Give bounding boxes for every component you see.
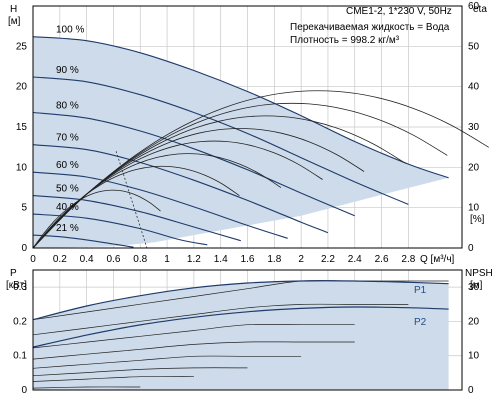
power-curve-speed: [32, 376, 194, 382]
qh-curve: [32, 171, 288, 239]
power-tick-label: 0: [21, 385, 27, 396]
y-tick-label: 15: [16, 122, 28, 133]
qh-curve: [32, 111, 355, 217]
density-info: Плотность = 998.2 кг/м³: [290, 35, 400, 46]
x-tick-label: 2.8: [401, 254, 415, 265]
npsh-axis-unit: [м]: [470, 280, 483, 291]
npsh-tick-label: 20: [468, 316, 480, 327]
y-tick-label: 20: [16, 82, 28, 93]
eta-tick-label: 50: [468, 41, 480, 52]
fluid-info: Перекачиваемая жидкость = Вода: [290, 22, 450, 33]
y-tick-label: 5: [21, 203, 27, 214]
dashed-limit-line: [115, 151, 148, 249]
eta-tick-label: 60: [468, 1, 480, 12]
power-curve-plot: 0 0.1 0.2 0.3 0 10 20 30: [13, 269, 480, 396]
x-tick-label: 1.6: [241, 254, 255, 265]
qh-curve: [32, 234, 134, 248]
npsh-axis-label: NPSH: [465, 268, 493, 279]
head-curve-plot: 0 0.2 0.4 0.6 0.8 1 1.2 1.4 1.6 1.8 2 2.2 2.4 2.6 2.8 0…: [16, 1, 490, 265]
power-curve-speed: [32, 341, 355, 360]
eta-tick-label: 30: [468, 122, 480, 133]
eta-axis-label: eta: [473, 4, 487, 15]
head-axis-label: H: [10, 4, 17, 15]
eta-axis-unit: [%]: [470, 214, 485, 225]
speed-label: 80 %: [56, 100, 79, 111]
power-axis-label: P: [10, 268, 17, 279]
power-curve-speed: [32, 303, 409, 336]
y-tick-label: 0: [21, 243, 27, 254]
x-tick-label: 0.6: [106, 254, 120, 265]
power-axis-unit: [кВт]: [6, 280, 27, 291]
x-tick-label: 1.4: [214, 254, 228, 265]
plot-frame: [32, 5, 463, 249]
npsh-tick-label: 0: [468, 385, 474, 396]
chart-title: CME1-2, 1*230 V, 50Hz: [346, 6, 452, 17]
flow-axis-label: Q [м³/ч]: [420, 254, 455, 265]
speed-label: 100 %: [56, 25, 84, 36]
qh-curve: [32, 144, 329, 234]
npsh-tick-label: 10: [468, 351, 480, 362]
plot-frame: [32, 269, 463, 391]
speed-label: 40 %: [56, 202, 79, 213]
x-tick-label: 1.2: [187, 254, 201, 265]
speed-label: 21 %: [56, 223, 79, 234]
qh-curve: [32, 76, 409, 205]
eta-tick-label: 40: [468, 82, 480, 93]
p2-curve: [32, 306, 449, 348]
x-tick-label: 0.4: [80, 254, 94, 265]
eta-tick-label: 10: [468, 203, 480, 214]
speed-label: 70 %: [56, 133, 79, 144]
qh-curve: [32, 213, 208, 246]
power-curve-speed: [32, 386, 141, 389]
efficiency-curve: [32, 165, 240, 249]
head-axis-unit: [м]: [8, 16, 21, 27]
x-tick-label: 0: [30, 254, 36, 265]
speed-label: 60 %: [56, 160, 79, 171]
power-curve-speed: [32, 323, 355, 349]
power-tick-label: 0.3: [13, 282, 27, 293]
efficiency-curve: [32, 189, 161, 249]
power-tick-label: 0.2: [13, 316, 27, 327]
x-tick-label: 0.2: [53, 254, 67, 265]
x-tick-label: 0.8: [133, 254, 147, 265]
power-curve-speed: [32, 367, 248, 377]
y-tick-label: 10: [16, 162, 28, 173]
power-curve-speed: [32, 280, 449, 321]
p1-curve: [32, 280, 449, 321]
power-curve-speed: [32, 355, 302, 369]
y-tick-label: 25: [16, 41, 28, 52]
x-tick-label: 2.6: [375, 254, 389, 265]
eta-tick-label: 0: [468, 243, 474, 254]
npsh-tick-label: 30: [468, 282, 480, 293]
p1-curve-label: P1: [414, 285, 427, 296]
qh-curve: [32, 195, 241, 242]
qh-curve: [32, 36, 449, 179]
x-tick-label: 1.8: [267, 254, 281, 265]
x-tick-label: 2.2: [321, 254, 335, 265]
x-tick-label: 1: [164, 254, 170, 265]
x-tick-label: 2.4: [348, 254, 362, 265]
power-area: [33, 280, 449, 390]
power-tick-label: 0.1: [13, 351, 27, 362]
x-tick-label: 2: [298, 254, 304, 265]
p2-curve-label: P2: [414, 317, 427, 328]
speed-label: 90 %: [56, 65, 79, 76]
eta-tick-label: 20: [468, 162, 480, 173]
speed-label: 50 %: [56, 184, 79, 195]
